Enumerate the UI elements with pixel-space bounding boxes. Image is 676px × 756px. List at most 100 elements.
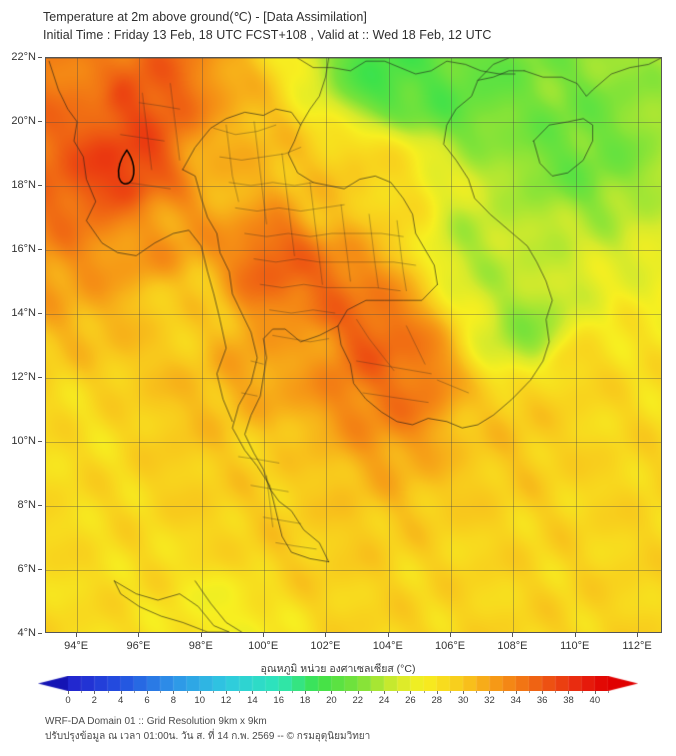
colorbar-tick-major bbox=[463, 691, 465, 694]
latitude-tick-label: 14°N bbox=[11, 307, 36, 319]
colorbar-tick-minor bbox=[239, 691, 241, 693]
colorbar-tick-label: 0 bbox=[65, 695, 71, 706]
latitude-tick-label: 12°N bbox=[11, 371, 36, 383]
colorbar-tick-minor bbox=[265, 691, 267, 693]
latitude-tick-label: 8°N bbox=[17, 499, 36, 511]
colorbar-tick-label: 32 bbox=[484, 695, 495, 706]
latitude-tick-mark bbox=[38, 185, 42, 186]
latitude-tick-label: 18°N bbox=[11, 179, 36, 191]
latitude-tick-mark bbox=[38, 441, 42, 442]
colorbar-tick-label: 16 bbox=[273, 695, 285, 706]
longitude-tick-mark bbox=[637, 633, 639, 637]
colorbar-tick-label: 2 bbox=[91, 695, 97, 706]
colorbar-tick-label: 24 bbox=[378, 695, 390, 706]
longitude-tick-label: 100°E bbox=[248, 640, 279, 652]
colorbar-tick-label: 20 bbox=[326, 695, 337, 706]
colorbar-tick-major bbox=[120, 691, 122, 694]
longitude-tick-label: 104°E bbox=[372, 640, 403, 652]
colorbar-tick-label: 4 bbox=[118, 695, 124, 706]
map-plot-frame[interactable] bbox=[45, 57, 662, 633]
colorbar-tick-minor bbox=[107, 691, 109, 693]
colorbar-tick-minor bbox=[581, 691, 583, 693]
colorbar-tick-major bbox=[331, 691, 333, 694]
latitude-axis: 4°N 6°N 8°N 10°N 12°N 14°N 16°N 18°N 20°N 22°N bbox=[0, 51, 42, 639]
latitude-tick-label: 16°N bbox=[11, 243, 36, 255]
longitude-tick-mark bbox=[76, 633, 78, 637]
page-subtitle: Initial Time : Friday 13 Feb, 18 UTC FCS… bbox=[43, 28, 492, 42]
longitude-tick-label: 110°E bbox=[560, 640, 590, 652]
colorbar-tick-major bbox=[199, 691, 201, 694]
latitude-tick-mark bbox=[38, 633, 42, 634]
colorbar-tick-minor bbox=[555, 691, 557, 693]
colorbar-tick-label: 36 bbox=[536, 695, 548, 706]
latitude-tick-label: 4°N bbox=[17, 627, 36, 639]
colorbar-tick-minor bbox=[370, 691, 372, 693]
colorbar-tick-minor bbox=[291, 691, 293, 693]
colorbar-tick-label: 22 bbox=[352, 695, 364, 706]
latitude-tick-mark bbox=[38, 249, 42, 250]
longitude-tick-label: 102°E bbox=[310, 640, 341, 652]
colorbar-tick-major bbox=[357, 691, 359, 694]
longitude-tick-label: 96°E bbox=[126, 640, 151, 652]
colorbar-tick-label: 38 bbox=[563, 695, 574, 706]
colorbar-tick-major bbox=[68, 691, 69, 694]
longitude-tick-label: 98°E bbox=[188, 640, 213, 652]
colorbar-tick-minor bbox=[344, 691, 346, 693]
latitude-tick-label: 20°N bbox=[11, 115, 36, 127]
colorbar-tick-label: 34 bbox=[510, 695, 522, 706]
colorbar-tick-minor bbox=[502, 691, 504, 693]
colorbar-tick-label: 10 bbox=[194, 695, 205, 706]
footer-block: WRF-DA Domain 01 :: Grid Resolution 9km … bbox=[45, 714, 645, 744]
colorbar-tick-minor bbox=[186, 691, 188, 693]
longitude-tick-mark bbox=[512, 633, 514, 637]
colorbar-tick-minor bbox=[318, 691, 320, 693]
colorbar-tick-minor bbox=[133, 691, 135, 693]
latitude-tick-mark bbox=[38, 313, 42, 314]
colorbar-tick-minor bbox=[397, 691, 399, 693]
colorbar-tick-major bbox=[515, 691, 517, 694]
colorbar-tick-major bbox=[147, 691, 149, 694]
colorbar-tick-minor bbox=[476, 691, 478, 693]
longitude-tick-label: 94°E bbox=[64, 640, 89, 652]
colorbar-tick-label: 6 bbox=[144, 695, 150, 706]
latitude-tick-mark bbox=[38, 57, 42, 58]
colorbar-tick-major bbox=[436, 691, 438, 694]
colorbar-tick-label: 12 bbox=[220, 695, 232, 706]
colorbar-strip[interactable] bbox=[38, 676, 638, 691]
colorbar-tick-label: 40 bbox=[589, 695, 601, 706]
colorbar-tick-major bbox=[226, 691, 228, 694]
longitude-tick-mark bbox=[387, 633, 389, 637]
latitude-tick-label: 6°N bbox=[17, 563, 36, 575]
colorbar-canvas[interactable] bbox=[38, 676, 638, 691]
temperature-heatmap-canvas[interactable] bbox=[46, 58, 661, 632]
colorbar-tick-major bbox=[278, 691, 280, 694]
colorbar-tick-label: 8 bbox=[170, 695, 177, 706]
title-block: Temperature at 2m above ground(℃) - [Dat… bbox=[43, 8, 663, 44]
colorbar-tick-minor bbox=[212, 691, 214, 693]
colorbar-tick-major bbox=[173, 691, 175, 694]
footer-model-info: WRF-DA Domain 01 :: Grid Resolution 9km … bbox=[45, 716, 267, 727]
longitude-tick-mark bbox=[574, 633, 576, 637]
colorbar-tick-minor bbox=[81, 691, 83, 693]
longitude-tick-mark bbox=[263, 633, 265, 637]
colorbar-tick-major bbox=[94, 691, 96, 694]
colorbar-tick-major bbox=[305, 691, 307, 694]
colorbar-tick-major bbox=[410, 691, 412, 694]
colorbar-tick-minor bbox=[528, 691, 530, 693]
colorbar-tick-minor bbox=[449, 691, 451, 693]
colorbar-tick-label: 28 bbox=[431, 695, 443, 706]
colorbar-tick-label: 14 bbox=[247, 695, 258, 706]
latitude-tick-mark bbox=[38, 505, 42, 506]
latitude-tick-mark bbox=[38, 121, 42, 122]
colorbar-tick-minor bbox=[608, 691, 609, 693]
colorbar-tick-major bbox=[594, 691, 596, 694]
colorbar-tick-minor bbox=[423, 691, 425, 693]
longitude-tick-mark bbox=[200, 633, 202, 637]
colorbar-tick-label: 30 bbox=[457, 695, 469, 706]
colorbar-tick-major bbox=[384, 691, 386, 694]
colorbar-tick-major bbox=[568, 691, 570, 694]
longitude-tick-mark bbox=[450, 633, 452, 637]
longitude-tick-mark bbox=[138, 633, 140, 637]
colorbar-ticks: 0 2 4 6 8 10 12 14 16 18 20 22 24 26 28 30 32 34 36 38 40 bbox=[38, 691, 638, 707]
longitude-tick-label: 106°E bbox=[435, 640, 466, 652]
